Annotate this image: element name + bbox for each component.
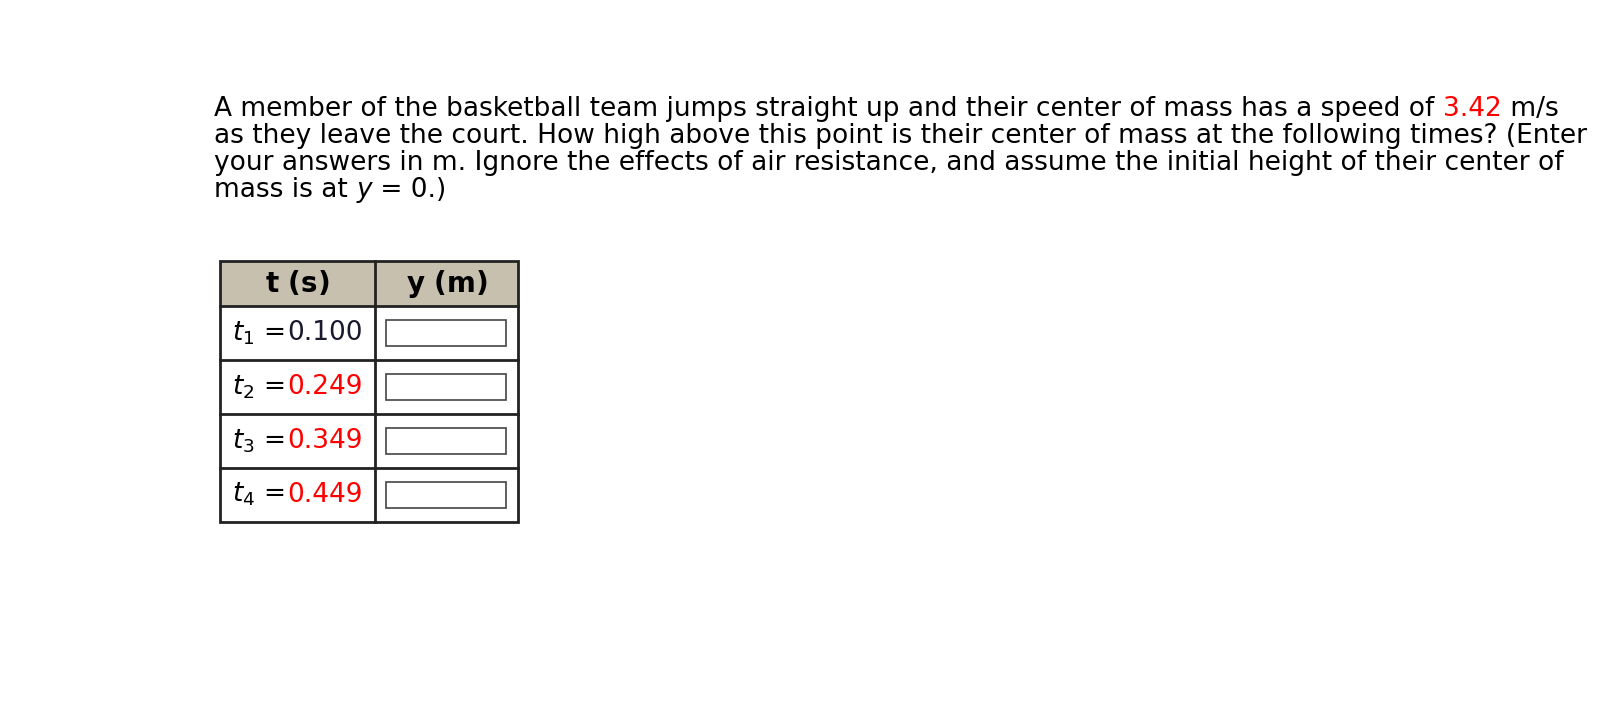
Text: your answers in m. Ignore the effects of air resistance, and assume the initial : your answers in m. Ignore the effects of… [214, 150, 1564, 176]
Text: 0.449: 0.449 [287, 481, 363, 508]
Text: 3.42: 3.42 [1443, 96, 1501, 122]
Bar [374, 262, 519, 306]
Text: 0.349: 0.349 [287, 428, 363, 454]
Text: $\mathbf{y}$ (m): $\mathbf{y}$ (m) [405, 268, 488, 300]
Text: 0.100: 0.100 [287, 320, 363, 346]
Text: = 0.): = 0.) [371, 177, 446, 203]
Text: $t_{1}$ =: $t_{1}$ = [232, 319, 287, 347]
Text: $t_{2}$ =: $t_{2}$ = [232, 373, 287, 401]
Text: $t_{4}$ =: $t_{4}$ = [232, 481, 287, 508]
Text: y: y [357, 177, 371, 203]
Bar [386, 320, 506, 346]
Text: as they leave the court. How high above this point is their center of mass at th: as they leave the court. How high above … [214, 123, 1587, 149]
Text: $t_{3}$ =: $t_{3}$ = [232, 427, 287, 454]
Text: m/s: m/s [1501, 96, 1558, 122]
Bar [220, 262, 519, 522]
Text: $\mathbf{t}$ (s): $\mathbf{t}$ (s) [264, 269, 329, 298]
Text: A member of the basketball team jumps straight up and their center of mass has a: A member of the basketball team jumps st… [214, 96, 1443, 122]
Bar [220, 262, 374, 306]
Bar [386, 481, 506, 508]
Bar [386, 428, 506, 454]
Bar [386, 374, 506, 400]
Text: mass is at: mass is at [214, 177, 357, 203]
Text: 0.249: 0.249 [287, 374, 363, 400]
